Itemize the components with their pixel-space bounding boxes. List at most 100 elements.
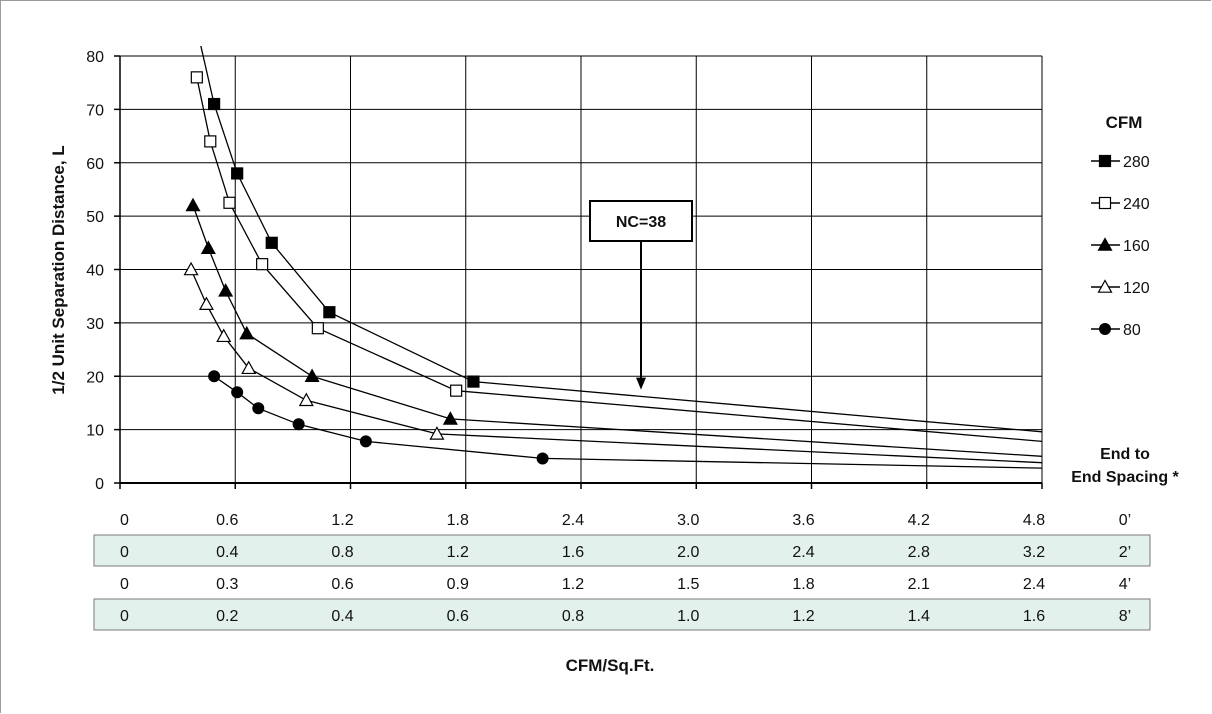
data-point [1098, 196, 1112, 210]
y-axis-title: 1/2 Unit Separation Distance, L [49, 145, 68, 394]
data-point [198, 296, 214, 310]
spacing-tick-label: 1.8 [447, 512, 469, 529]
y-tick-label: 80 [86, 49, 104, 66]
data-point [208, 97, 221, 111]
data-point [200, 240, 216, 254]
spacing-tick-label: 2.4 [562, 512, 584, 529]
spacing-row-background [93, 598, 1151, 631]
data-point [298, 392, 314, 407]
data-point [204, 135, 217, 148]
legend-item-80: 80 [1091, 322, 1141, 339]
spacing-tick-label: 0 [120, 512, 129, 529]
spacing-tick-label: 3.6 [792, 512, 814, 529]
series-line [213, 375, 1042, 469]
series-120 [183, 261, 1042, 464]
data-point [265, 236, 278, 249]
spacing-tick-label: 1.2 [331, 512, 353, 529]
spacing-tick-label: 0.8 [331, 544, 353, 561]
spacing-tick-label: 2.4 [792, 544, 814, 561]
legend-title: CFM [1106, 113, 1143, 132]
spacing-value-label: 8’ [1119, 608, 1131, 625]
y-tick-label: 70 [86, 102, 104, 119]
legend-label: 280 [1123, 154, 1150, 171]
series-lines [183, 46, 1042, 469]
y-tick-label: 0 [95, 476, 104, 493]
data-point [239, 325, 255, 340]
y-tick-label: 30 [86, 316, 104, 333]
data-point [190, 71, 203, 84]
annotation-arrow-head [636, 377, 646, 390]
spacing-tick-label: 0.2 [216, 608, 238, 625]
data-point [1097, 279, 1113, 293]
data-point [311, 322, 324, 335]
spacing-tick-label: 1.8 [792, 576, 814, 593]
spacing-tick-label: 0 [120, 544, 129, 561]
data-point [536, 452, 549, 465]
spacing-tick-label: 0.8 [562, 608, 584, 625]
y-axis: 0 10 20 30 40 50 60 70 80 [86, 49, 121, 493]
data-point [183, 261, 199, 276]
legend-item-160: 160 [1091, 237, 1150, 255]
y-tick-label: 20 [86, 369, 104, 386]
data-point [450, 384, 463, 397]
spacing-tick-label: 0 [120, 608, 129, 625]
y-tick-label: 50 [86, 209, 104, 226]
series-line [196, 77, 1042, 443]
data-point [292, 418, 305, 431]
data-point [231, 386, 244, 399]
spacing-row-2: 0 0.3 0.6 0.9 1.2 1.5 1.8 2.1 2.4 4’ [120, 576, 1131, 593]
spacing-tick-label: 2.4 [1023, 576, 1045, 593]
data-point [442, 411, 458, 425]
data-point [218, 283, 234, 297]
spacing-tick-label: 1.2 [447, 544, 469, 561]
data-point [185, 197, 201, 212]
spacing-tick-label: 0 [120, 576, 129, 593]
spacing-title-line-1: End to [1100, 446, 1150, 463]
spacing-tick-label: 2.8 [908, 544, 930, 561]
spacing-tick-label: 0.6 [216, 512, 238, 529]
spacing-value-label: 0’ [1119, 512, 1131, 529]
spacing-row-1: 0 0.4 0.8 1.2 1.6 2.0 2.4 2.8 3.2 2’ [93, 534, 1151, 567]
spacing-tick-label: 0.3 [216, 576, 238, 593]
legend-label: 80 [1123, 322, 1141, 339]
legend-item-280: 280 [1091, 154, 1150, 171]
legend-label: 120 [1123, 280, 1150, 297]
grid [119, 55, 1043, 489]
data-point [231, 167, 244, 180]
spacing-tick-label: 1.6 [562, 544, 584, 561]
legend-label: 240 [1123, 196, 1150, 213]
data-point [429, 426, 445, 440]
series-160 [185, 197, 1042, 457]
spacing-row-background [93, 534, 1151, 567]
spacing-tick-label: 4.2 [908, 512, 930, 529]
data-point [323, 306, 336, 319]
y-tick-label: 40 [86, 263, 104, 280]
spacing-tick-label: 1.5 [677, 576, 699, 593]
series-80 [208, 370, 1042, 469]
spacing-value-label: 2’ [1119, 544, 1131, 561]
annotation-box [589, 200, 693, 242]
data-point [241, 360, 257, 375]
y-tick-label: 60 [86, 156, 104, 173]
legend-label: 160 [1123, 238, 1150, 255]
data-point [208, 370, 221, 383]
spacing-tick-label: 0.6 [331, 576, 353, 593]
spacing-tick-label: 0.4 [216, 544, 238, 561]
series-280 [200, 46, 1042, 433]
spacing-row-0: 0 0.6 1.2 1.8 2.4 3.0 3.6 4.2 4.8 0’ [120, 512, 1131, 529]
data-point [359, 435, 372, 448]
annotation: NC=38 [589, 200, 693, 390]
spacing-tick-label: 1.0 [677, 608, 699, 625]
data-point [467, 375, 480, 388]
spacing-tick-label: 2.1 [908, 576, 930, 593]
data-point [256, 258, 269, 271]
series-240 [190, 71, 1042, 443]
legend: 280 240 160 120 80 [1091, 154, 1150, 339]
spacing-value-label: 4’ [1119, 576, 1131, 593]
spacing-tick-label: 1.2 [792, 608, 814, 625]
data-point [1098, 154, 1112, 168]
spacing-tick-label: 3.0 [677, 512, 699, 529]
spacing-tick-label: 0.9 [447, 576, 469, 593]
